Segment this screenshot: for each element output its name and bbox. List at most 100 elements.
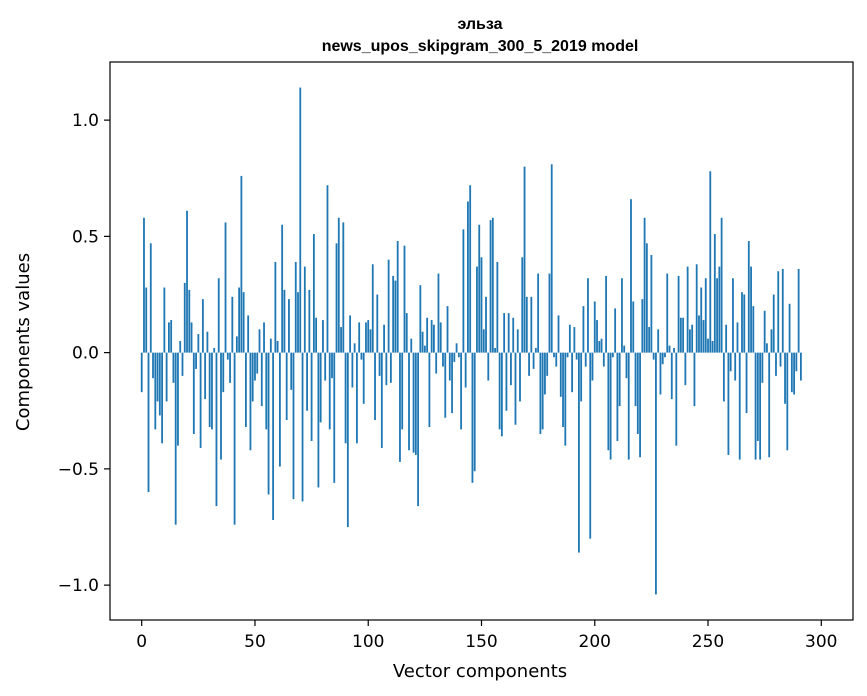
bar (636, 352, 639, 435)
bar (356, 352, 358, 444)
bar (634, 352, 637, 407)
bar (795, 352, 798, 372)
bar (319, 352, 322, 423)
bar (668, 345, 671, 353)
bar (306, 352, 308, 411)
bar (605, 275, 607, 353)
bar (732, 278, 734, 353)
bar (679, 317, 682, 353)
bar (743, 294, 746, 353)
bar (512, 317, 515, 353)
bar (317, 352, 320, 488)
bar (360, 352, 363, 360)
bar (648, 327, 651, 353)
bar (713, 234, 716, 353)
bar (489, 220, 492, 353)
bar (616, 352, 619, 441)
bar (548, 273, 551, 353)
bar (673, 347, 675, 353)
bar (566, 352, 569, 358)
bar (464, 352, 467, 388)
bar (256, 352, 259, 374)
bar (500, 352, 503, 437)
bar (312, 234, 315, 353)
bar (328, 352, 331, 430)
bar (190, 322, 193, 353)
bar (485, 296, 487, 353)
bar (394, 280, 397, 353)
chart-title: эльза (457, 16, 502, 33)
bar (700, 287, 703, 353)
bar (514, 352, 517, 425)
bar (399, 352, 401, 462)
bar (541, 352, 544, 430)
bar (555, 352, 558, 367)
bar (444, 352, 447, 418)
bar (781, 268, 784, 353)
bar (170, 320, 173, 353)
bar (188, 289, 191, 353)
bar (195, 352, 197, 369)
bar (564, 352, 567, 446)
bar (784, 352, 786, 404)
y-tick-label: −0.5 (58, 460, 99, 480)
y-axis-label: Components values (13, 253, 34, 431)
bar (351, 352, 354, 388)
bar (376, 294, 379, 353)
bar (276, 341, 279, 353)
bar (698, 315, 700, 353)
bar (650, 254, 653, 353)
bar (197, 334, 200, 353)
bar (147, 352, 150, 493)
bar (618, 352, 621, 407)
bar (738, 352, 741, 460)
bar (158, 352, 161, 416)
bar (199, 352, 202, 448)
bar (655, 352, 657, 595)
bar (467, 201, 469, 353)
bar (426, 317, 429, 353)
bar (167, 322, 170, 353)
bar (405, 313, 408, 353)
bar (201, 299, 204, 353)
bar (505, 352, 508, 411)
y-tick-label: 1.0 (72, 111, 99, 131)
bar (353, 343, 356, 353)
bar (754, 352, 757, 460)
bar (235, 336, 238, 353)
bar (263, 322, 265, 353)
bar (177, 352, 179, 446)
bar (627, 352, 630, 460)
bars (140, 87, 802, 595)
bar (562, 352, 564, 428)
bar (645, 243, 648, 353)
x-tick-label: 150 (465, 632, 497, 652)
bar (702, 320, 705, 353)
bar (659, 352, 662, 395)
bar (593, 301, 596, 353)
bar (471, 352, 474, 483)
bar (582, 306, 585, 353)
bar (315, 317, 318, 353)
bar (337, 217, 340, 353)
bar (294, 261, 297, 353)
bar (600, 338, 603, 353)
bar (797, 268, 800, 353)
bar (695, 264, 698, 353)
bar (584, 352, 587, 367)
bar (550, 164, 553, 353)
bar (213, 347, 216, 353)
bar (274, 261, 277, 353)
bar (793, 352, 796, 395)
bar (453, 352, 456, 362)
bar (799, 352, 802, 381)
bar (756, 352, 759, 441)
bar (442, 352, 444, 367)
bar (186, 210, 188, 353)
y-tick-label: 0.0 (72, 344, 99, 364)
bar (254, 352, 256, 381)
x-tick-label: 0 (136, 632, 147, 652)
bar (709, 171, 712, 353)
bar (204, 352, 207, 400)
bar (308, 289, 311, 353)
